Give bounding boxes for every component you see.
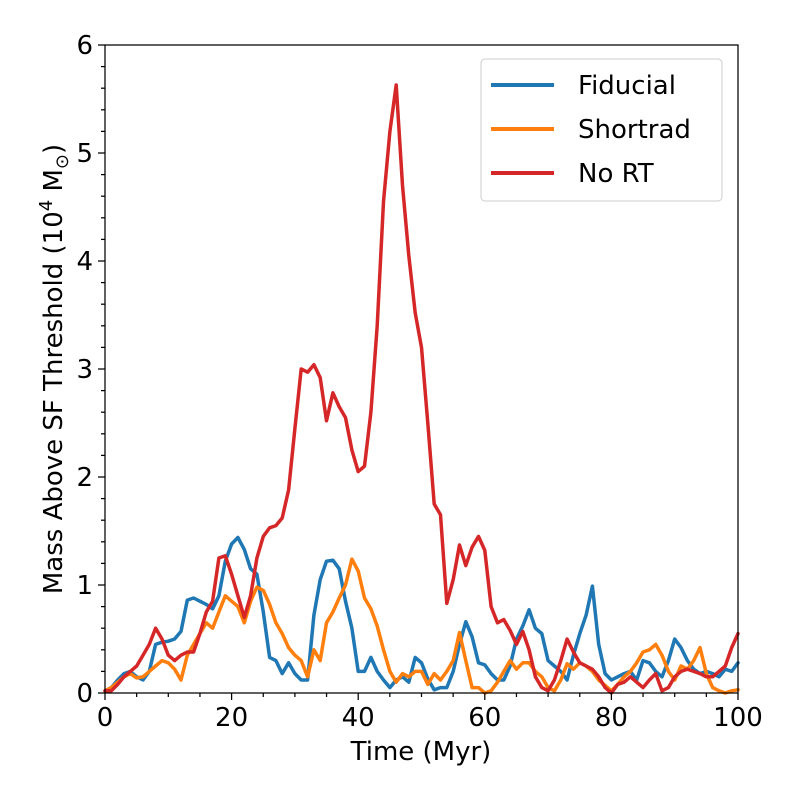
x-tick-label: 100 bbox=[713, 703, 763, 733]
series-line-fiducial bbox=[103, 535, 740, 693]
y-tick-label: 4 bbox=[76, 247, 93, 277]
x-tick-label: 20 bbox=[215, 703, 248, 733]
x-tick-label: 0 bbox=[97, 703, 114, 733]
ticks-layer: 0 20 40 60 80 100 0 1 2 3 4 5 6 bbox=[76, 31, 762, 733]
x-axis-title: Time (Myr) bbox=[350, 737, 492, 767]
y-axis-title-exponent: 4 bbox=[36, 200, 57, 211]
series-line-no-rt bbox=[103, 83, 740, 695]
y-tick-label: 3 bbox=[76, 355, 93, 385]
x-tick-label: 40 bbox=[342, 703, 375, 733]
series-line-shortrad bbox=[103, 557, 740, 695]
y-axis-title: Mass Above SF Threshold (104 M⊙) bbox=[36, 144, 73, 594]
x-tick-label: 80 bbox=[595, 703, 628, 733]
y-tick-label: 6 bbox=[76, 31, 93, 61]
y-tick-label: 2 bbox=[76, 463, 93, 493]
legend-label-fiducial: Fiducial bbox=[578, 71, 676, 101]
x-tick-label: 60 bbox=[468, 703, 501, 733]
y-axis-title-main: Mass Above SF Threshold (10 bbox=[39, 211, 69, 594]
y-tick-label: 1 bbox=[76, 571, 93, 601]
legend-frame bbox=[480, 58, 723, 202]
y-tick-label: 5 bbox=[76, 139, 93, 169]
y-axis-title-close: ) bbox=[39, 144, 69, 154]
y-axis-title-subscript: ⊙ bbox=[52, 154, 73, 169]
series-layer bbox=[103, 83, 740, 695]
legend-label-no-rt: No RT bbox=[578, 159, 654, 189]
legend: Fiducial Shortrad No RT bbox=[480, 58, 723, 202]
y-tick-label: 0 bbox=[76, 679, 93, 709]
legend-label-shortrad: Shortrad bbox=[578, 115, 691, 145]
y-axis-title-unit: M bbox=[39, 169, 69, 200]
